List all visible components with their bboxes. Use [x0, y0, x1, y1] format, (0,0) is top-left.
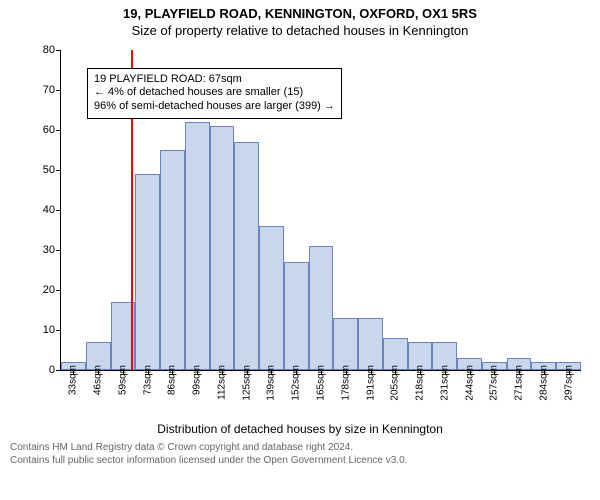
x-tick-label: 271sqm — [514, 365, 525, 401]
footer: Contains HM Land Registry data © Crown c… — [0, 436, 600, 467]
chart-container: Number of detached properties 0102030405… — [0, 42, 600, 422]
x-tick-label: 33sqm — [68, 365, 79, 395]
footer-line-1: Contains HM Land Registry data © Crown c… — [10, 442, 590, 455]
x-axis-label: Distribution of detached houses by size … — [0, 422, 600, 436]
annotation-line: ← 4% of detached houses are smaller (15) — [94, 86, 335, 100]
x-tick-label: 178sqm — [340, 365, 351, 401]
x-tick-label: 73sqm — [142, 365, 153, 395]
y-axis-label-container: Number of detached properties — [0, 42, 20, 422]
x-tick-label: 112sqm — [216, 365, 227, 400]
annotation-line: 19 PLAYFIELD ROAD: 67sqm — [94, 73, 335, 87]
y-tick: 60 — [25, 124, 55, 136]
histogram-bar — [358, 318, 383, 370]
x-tick-label: 205sqm — [390, 365, 401, 401]
x-tick-label: 165sqm — [316, 365, 327, 401]
y-tick: 50 — [25, 164, 55, 176]
plot-area: 0102030405060708033sqm46sqm59sqm73sqm86s… — [60, 50, 581, 371]
y-tick: 0 — [25, 364, 55, 376]
page-title: 19, PLAYFIELD ROAD, KENNINGTON, OXFORD, … — [0, 0, 600, 21]
y-tick: 20 — [25, 284, 55, 296]
histogram-bar — [160, 150, 185, 370]
histogram-bar — [135, 174, 160, 370]
x-tick-label: 46sqm — [93, 365, 104, 395]
page-subtitle: Size of property relative to detached ho… — [0, 21, 600, 42]
x-tick-label: 231sqm — [439, 365, 450, 401]
x-tick-label: 99sqm — [192, 365, 203, 395]
y-tick: 10 — [25, 324, 55, 336]
y-tick: 80 — [25, 44, 55, 56]
histogram-bar — [333, 318, 358, 370]
histogram-bar — [309, 246, 334, 370]
x-tick-label: 244sqm — [464, 365, 475, 401]
annotation-line: 96% of semi-detached houses are larger (… — [94, 100, 335, 114]
x-tick-label: 152sqm — [291, 365, 302, 401]
histogram-bar — [259, 226, 284, 370]
y-tick: 70 — [25, 84, 55, 96]
x-tick-label: 86sqm — [167, 365, 178, 395]
annotation-box: 19 PLAYFIELD ROAD: 67sqm← 4% of detached… — [87, 68, 342, 119]
histogram-bar — [234, 142, 259, 370]
x-tick-label: 125sqm — [241, 365, 252, 401]
histogram-bar — [284, 262, 309, 370]
histogram-bar — [210, 126, 235, 370]
y-tick: 30 — [25, 244, 55, 256]
footer-line-2: Contains full public sector information … — [10, 455, 590, 468]
x-tick-label: 284sqm — [538, 365, 549, 401]
x-tick-label: 191sqm — [365, 365, 376, 401]
y-tick: 40 — [25, 204, 55, 216]
x-tick-label: 218sqm — [415, 365, 426, 401]
x-tick-label: 139sqm — [266, 365, 277, 401]
x-tick-label: 257sqm — [489, 365, 500, 401]
x-tick-label: 59sqm — [117, 365, 128, 395]
histogram-bar — [185, 122, 210, 370]
x-tick-label: 297sqm — [563, 365, 574, 401]
